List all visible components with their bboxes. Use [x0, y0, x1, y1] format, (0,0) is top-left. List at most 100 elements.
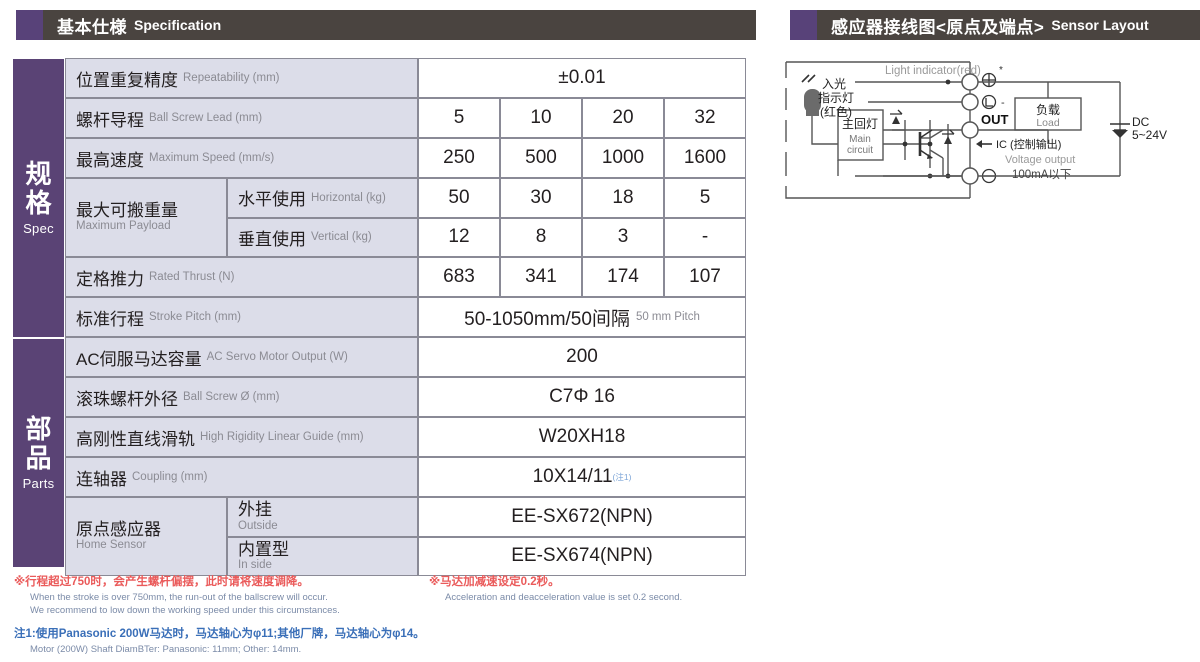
main-circuit-en2: circuit [847, 145, 873, 156]
wiring-schematic: 主回灯 Main circuit [785, 61, 1167, 199]
row-label: 连轴器 Coupling (mm) [65, 457, 418, 497]
row-label-cn: 滚珠螺杆外径 [76, 389, 178, 409]
sidebar-spec-cn: 规格 [25, 159, 52, 218]
row-label-en: Ball Screw Lead (mm) [149, 112, 263, 124]
current-limit-label: 100mA以下 [1012, 168, 1071, 181]
row-label-en: Rated Thrust (N) [149, 271, 235, 283]
svg-text:-: - [1001, 97, 1005, 109]
row-label-cn: 标准行程 [76, 309, 144, 329]
row-label: 最大可搬重量 Maximum Payload [65, 178, 227, 257]
row-label-en: Horizontal (kg) [311, 191, 386, 204]
specification-table: 规格 Spec 部品 Parts 位置重复精度 Repeatability (mm… [12, 58, 746, 576]
row-label-en: Maximum Payload [76, 220, 171, 233]
sensor-header-cn: 感应器接线图<原点及端点> [831, 17, 1045, 37]
main-circuit-block: 主回灯 Main circuit [837, 109, 884, 161]
voltage-output-label: Voltage output [1005, 154, 1075, 166]
row-label-en: Outside [238, 519, 278, 532]
row-label-cn: AC伺服马达容量 [76, 349, 202, 369]
value-cell-note: 50 mm Pitch [635, 311, 700, 323]
row-label-cn: 水平使用 [238, 190, 306, 210]
dc-label: DC [1132, 115, 1150, 129]
footnote-stroke-en2: We recommend to low down the working spe… [30, 605, 340, 617]
value-cell: 1000 [582, 138, 664, 178]
light-cn-1: 入光 [822, 77, 846, 91]
row-label: 标准行程 Stroke Pitch (mm) [65, 297, 418, 337]
row-label: 高刚性直线滑轨 High Rigidity Linear Guide (mm) [65, 417, 418, 457]
load-cn: 负载 [1036, 103, 1060, 117]
svg-text:*: * [999, 65, 1003, 76]
footnote-accel-cn: ※马达加减速设定0.2秒。 [429, 576, 560, 588]
row-label-en: Repeatability (mm) [183, 72, 280, 84]
row-label: 原点感应器 Home Sensor [65, 497, 227, 576]
sensor-section-header: 感应器接线图<原点及端点> Sensor Layout [790, 10, 1200, 40]
row-label: 滚珠螺杆外径 Ball Screw Ø (mm) [65, 377, 418, 417]
value-cell: - [664, 217, 746, 257]
row-label-en: Coupling (mm) [132, 471, 208, 483]
dc-range-label: 5~24V [1132, 128, 1167, 142]
value-cell: 5 [664, 178, 746, 218]
row-label-en: Home Sensor [76, 539, 147, 552]
transistor-network [883, 120, 949, 176]
value-cell: 18 [582, 178, 664, 218]
ic-control-output-label: IC (控制输出) [996, 137, 1061, 151]
main-circuit-en1: Main [849, 134, 871, 145]
header-swatch [16, 10, 43, 40]
value-cell: EE-SX672(NPN) [418, 497, 746, 537]
row-label: AC伺服马达容量 AC Servo Motor Output (W) [65, 337, 418, 377]
row-label-en: Stroke Pitch (mm) [149, 311, 242, 323]
row-label-cn: 定格推力 [76, 269, 144, 289]
row-label: 内置型 In side [227, 536, 418, 576]
value-cell: ±0.01 [418, 58, 746, 98]
value-cell: W20XH18 [418, 417, 746, 457]
header-bar: 感应器接线图<原点及端点> Sensor Layout [817, 10, 1200, 40]
row-label-cn: 最高速度 [76, 150, 144, 170]
value-cell: 12 [418, 217, 500, 257]
value-cell: 200 [418, 337, 746, 377]
value-cell: 683 [418, 257, 500, 297]
value-cell: 341 [500, 257, 582, 297]
spec-header-en: Specification [134, 17, 222, 33]
value-cell: 250 [418, 138, 500, 178]
value-cell: 20 [582, 98, 664, 138]
value-cell: 50-1050mm/50间隔 50 mm Pitch [418, 297, 746, 337]
value-cell: 5 [418, 98, 500, 138]
row-label-en: High Rigidity Linear Guide (mm) [200, 431, 364, 443]
ic-arrow-icon [976, 140, 992, 148]
row-label-cn: 原点感应器 [76, 519, 161, 539]
footnote-stroke: ※行程超过750时，会产生螺杆偏摆，此时请将速度调降。 When the str… [14, 574, 340, 618]
row-label-cn: 位置重复精度 [76, 70, 178, 90]
led-indicator-icon [801, 74, 838, 145]
row-label-cn: 内置型 [238, 539, 289, 559]
footnote-accel: ※马达加减速设定0.2秒。 Acceleration and deacceler… [429, 574, 682, 604]
light-cn-3: (红色) [820, 104, 852, 119]
row-label: 垂直使用 Vertical (kg) [227, 217, 418, 257]
footnote-stroke-en1: When the stroke is over 750mm, the run-o… [30, 591, 328, 603]
row-label: 水平使用 Horizontal (kg) [227, 178, 418, 218]
value-cell: EE-SX674(NPN) [418, 536, 746, 576]
transistor-icon [918, 129, 933, 159]
light-indicator-label: Light indicator(red) [885, 65, 981, 77]
sidebar-spec: 规格 Spec [12, 58, 65, 338]
row-label-cn: 最大可搬重量 [76, 200, 178, 220]
sensor-wiring-diagram: 主回灯 Main circuit [780, 58, 1195, 203]
row-label-en: In side [238, 559, 272, 572]
footnote-accel-en: Acceleration and deacceleration value is… [445, 591, 683, 603]
sidebar-spec-en: Spec [23, 220, 54, 236]
row-label-cn: 高刚性直线滑轨 [76, 429, 195, 449]
main-circuit-cn: 主回灯 [842, 117, 878, 131]
value-cell: 32 [664, 98, 746, 138]
spec-header-cn: 基本仕様 [57, 17, 127, 37]
value-cell: 1600 [664, 138, 746, 178]
load-en: Load [1036, 117, 1060, 129]
junction-dots [902, 79, 951, 179]
header-swatch [790, 10, 817, 40]
footnote-motor-cn: 注1:使用Panasonic 200W马达时，马达轴心为φ11;其他厂牌，马达轴… [14, 628, 425, 640]
light-cn-2: 指示灯 [818, 90, 854, 105]
dc-source-icon [1110, 123, 1130, 138]
row-label: 外挂 Outside [227, 497, 418, 537]
row-label-cn: 外挂 [238, 500, 272, 520]
footnote-motor-en: Motor (200W) Shaft DiamBTer: Panasonic: … [30, 643, 302, 655]
zener-diode-icons [890, 109, 955, 144]
row-label-cn: 垂直使用 [238, 229, 306, 249]
row-label-cn: 螺杆导程 [76, 110, 144, 130]
